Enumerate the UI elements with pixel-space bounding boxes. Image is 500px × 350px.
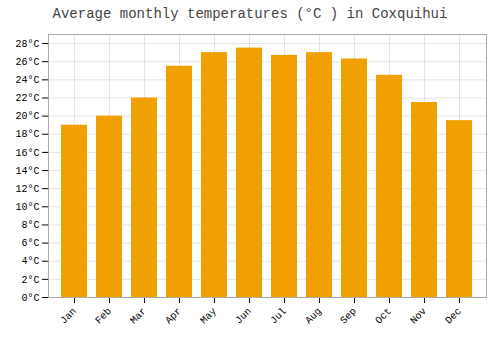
svg-text:Jun: Jun (233, 306, 254, 327)
svg-text:Jul: Jul (268, 306, 289, 327)
svg-text:10°C: 10°C (15, 202, 39, 213)
svg-text:18°C: 18°C (15, 129, 39, 140)
svg-text:12°C: 12°C (15, 184, 39, 195)
svg-text:Sep: Sep (338, 306, 359, 327)
svg-text:Mar: Mar (128, 306, 149, 327)
html-text:Average monthly temperatures (: Average monthly temperatures (°C ) in Co… (52, 6, 448, 22)
svg-text:Dec: Dec (443, 306, 464, 327)
svg-text:24°C: 24°C (15, 75, 39, 86)
svg-text:Nov: Nov (408, 306, 429, 327)
svg-text:May: May (198, 306, 219, 327)
svg-text:26°C: 26°C (15, 57, 39, 68)
svg-text:Feb: Feb (93, 306, 114, 327)
svg-text:6°C: 6°C (21, 238, 39, 249)
svg-text:16°C: 16°C (15, 148, 39, 159)
svg-text:8°C: 8°C (21, 220, 39, 231)
svg-text:2°C: 2°C (21, 275, 39, 286)
svg-text:14°C: 14°C (15, 166, 39, 177)
svg-text:Jan: Jan (58, 306, 79, 327)
svg-text:Aug: Aug (303, 306, 324, 327)
svg-text:4°C: 4°C (21, 256, 39, 267)
svg-text:0°C: 0°C (21, 293, 39, 304)
svg-text:28°C: 28°C (15, 39, 39, 50)
svg-text:Apr: Apr (163, 306, 184, 327)
svg-text:20°C: 20°C (15, 111, 39, 122)
svg-text:Oct: Oct (373, 306, 394, 327)
svg-text:22°C: 22°C (15, 93, 39, 104)
